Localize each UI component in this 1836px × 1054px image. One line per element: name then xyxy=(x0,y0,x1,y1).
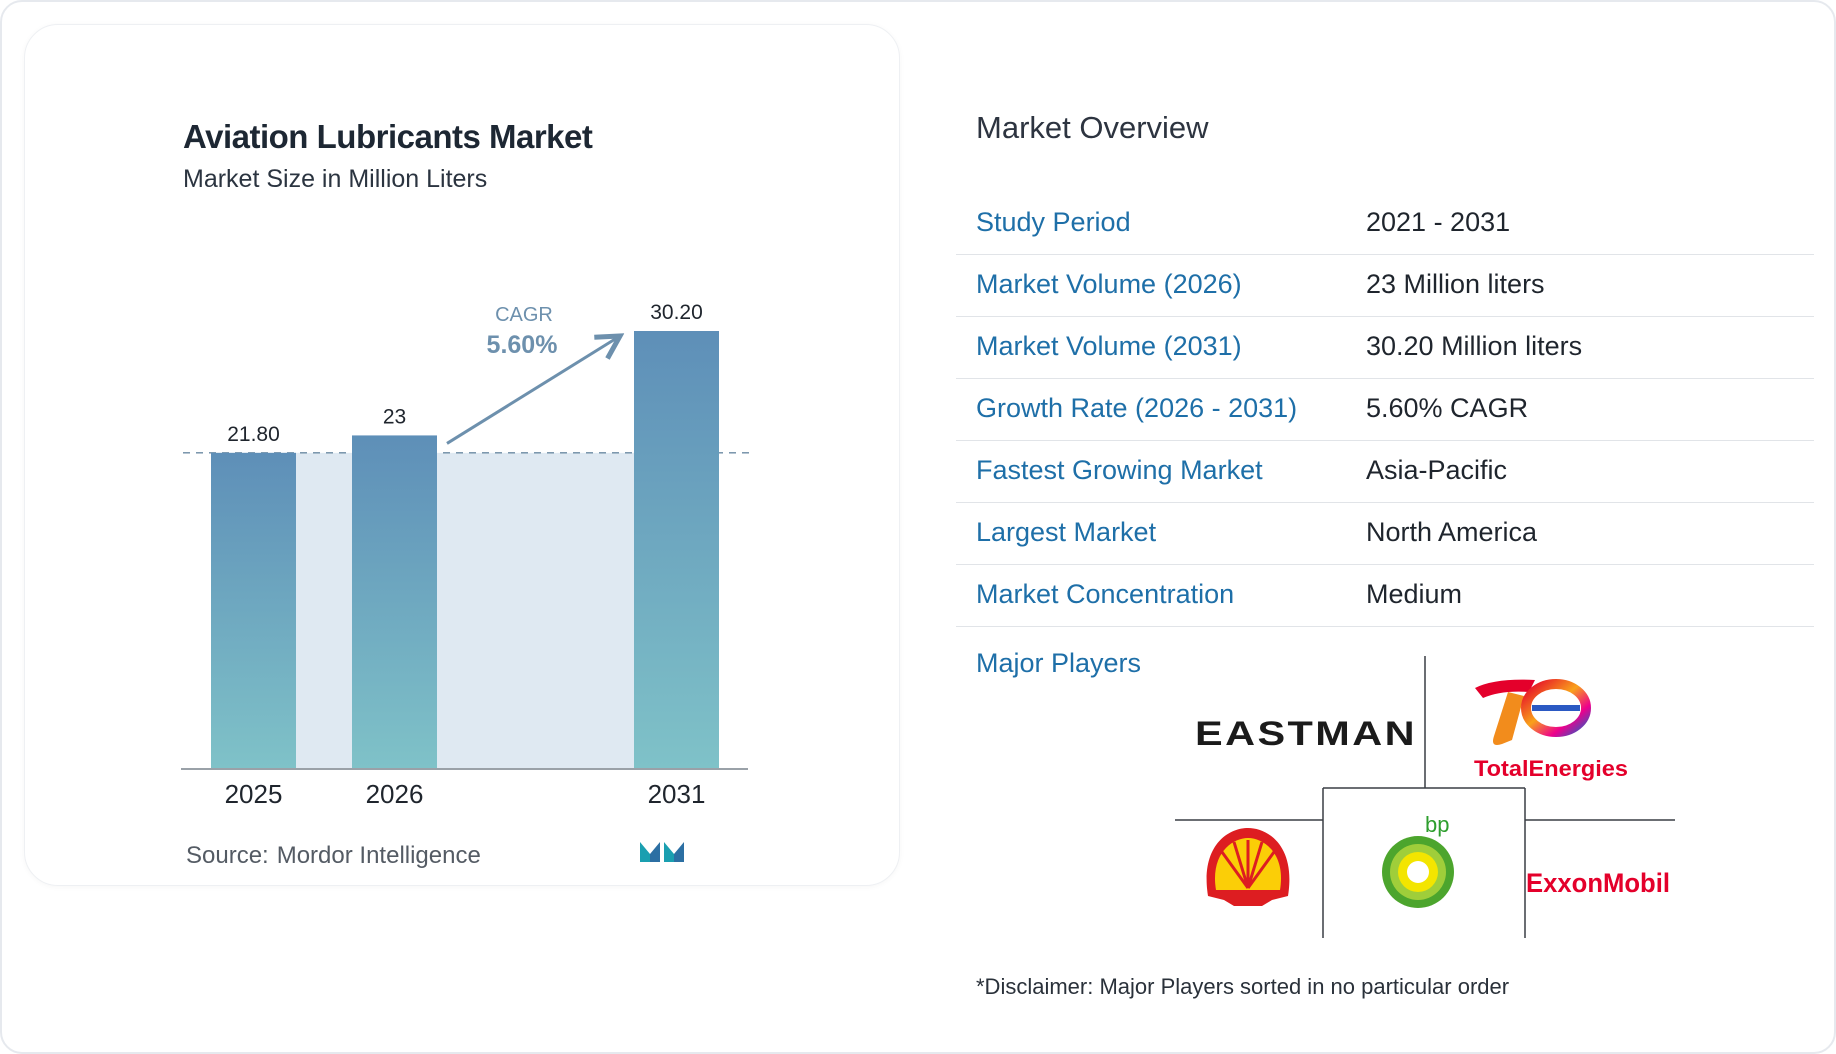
bar-2031 xyxy=(634,331,719,769)
overview-row-volume-2026: Market Volume (2026) 23 Million liters xyxy=(956,255,1814,317)
x-tick-2031: 2031 xyxy=(648,779,706,809)
x-tick-2026: 2026 xyxy=(366,779,424,809)
mordor-logo-icon xyxy=(640,842,684,862)
shell-logo-icon xyxy=(1206,828,1290,906)
chart-subtitle: Market Size in Million Liters xyxy=(183,165,488,193)
source-label: Source: xyxy=(186,842,269,869)
totalenergies-logo: TotalEnergies xyxy=(1474,756,1628,781)
totalenergies-logo-icon xyxy=(1475,679,1591,745)
overview-value: 30.20 Million liters xyxy=(1366,331,1583,361)
overview-row-volume-2031: Market Volume (2031) 30.20 Million liter… xyxy=(956,317,1814,379)
bar-2025 xyxy=(211,452,296,769)
overview-label: Market Volume (2026) xyxy=(976,269,1242,299)
overview-value: Asia-Pacific xyxy=(1366,455,1508,485)
data-label-2025: 21.80 xyxy=(227,423,280,446)
overview-value: 5.60% CAGR xyxy=(1366,393,1529,423)
overview-row-study-period: Study Period 2021 - 2031 xyxy=(956,193,1814,255)
disclaimer: *Disclaimer: Major Players sorted in no … xyxy=(976,974,1510,999)
overview-label: Largest Market xyxy=(976,517,1157,547)
major-players-logos: EASTMAN TotalEnergies bp xyxy=(1175,656,1675,938)
source-note: Source: Mordor Intelligence xyxy=(186,842,481,870)
chart-title: Aviation Lubricants Market xyxy=(183,118,593,155)
overview-value: 23 Million liters xyxy=(1366,269,1545,299)
overview-value: 2021 - 2031 xyxy=(1366,207,1511,237)
overview-value: Medium xyxy=(1366,579,1463,609)
overview-value: North America xyxy=(1366,517,1538,547)
overview-label: Study Period xyxy=(976,207,1131,237)
overview-table: Study Period 2021 - 2031 Market Volume (… xyxy=(956,193,1814,627)
players-grid xyxy=(1175,656,1675,938)
bar-2026 xyxy=(352,435,437,769)
data-label-2031: 30.20 xyxy=(650,301,703,324)
eastman-logo: EASTMAN xyxy=(1195,715,1417,753)
cagr-arrow xyxy=(446,336,620,445)
exxonmobil-logo: ExxonMobil xyxy=(1526,868,1670,898)
cagr-label: CAGR xyxy=(495,304,553,326)
source-name: Mordor Intelligence xyxy=(276,842,481,869)
major-players-label: Major Players xyxy=(976,648,1142,678)
overview-label: Fastest Growing Market xyxy=(976,455,1263,485)
cagr-value: 5.60% xyxy=(487,331,558,359)
bp-logo: bp xyxy=(1425,812,1449,837)
overview-label: Market Volume (2031) xyxy=(976,331,1242,361)
overview-row-largest-market: Largest Market North America xyxy=(956,503,1814,565)
overview-label: Market Concentration xyxy=(976,579,1235,609)
overview-row-concentration: Market Concentration Medium xyxy=(956,565,1814,627)
overview-title: Market Overview xyxy=(976,110,1209,145)
overview-row-growth-rate: Growth Rate (2026 - 2031) 5.60% CAGR xyxy=(956,379,1814,441)
bar-chart: 21.80 2025 23 2026 30.20 2031 CAGR 5.60% xyxy=(181,301,752,809)
overview-label: Growth Rate (2026 - 2031) xyxy=(976,393,1298,423)
x-tick-2025: 2025 xyxy=(225,779,283,809)
bp-helios-icon xyxy=(1382,836,1454,908)
data-label-2026: 23 xyxy=(383,405,406,428)
overview-row-fastest-growing: Fastest Growing Market Asia-Pacific xyxy=(956,441,1814,503)
